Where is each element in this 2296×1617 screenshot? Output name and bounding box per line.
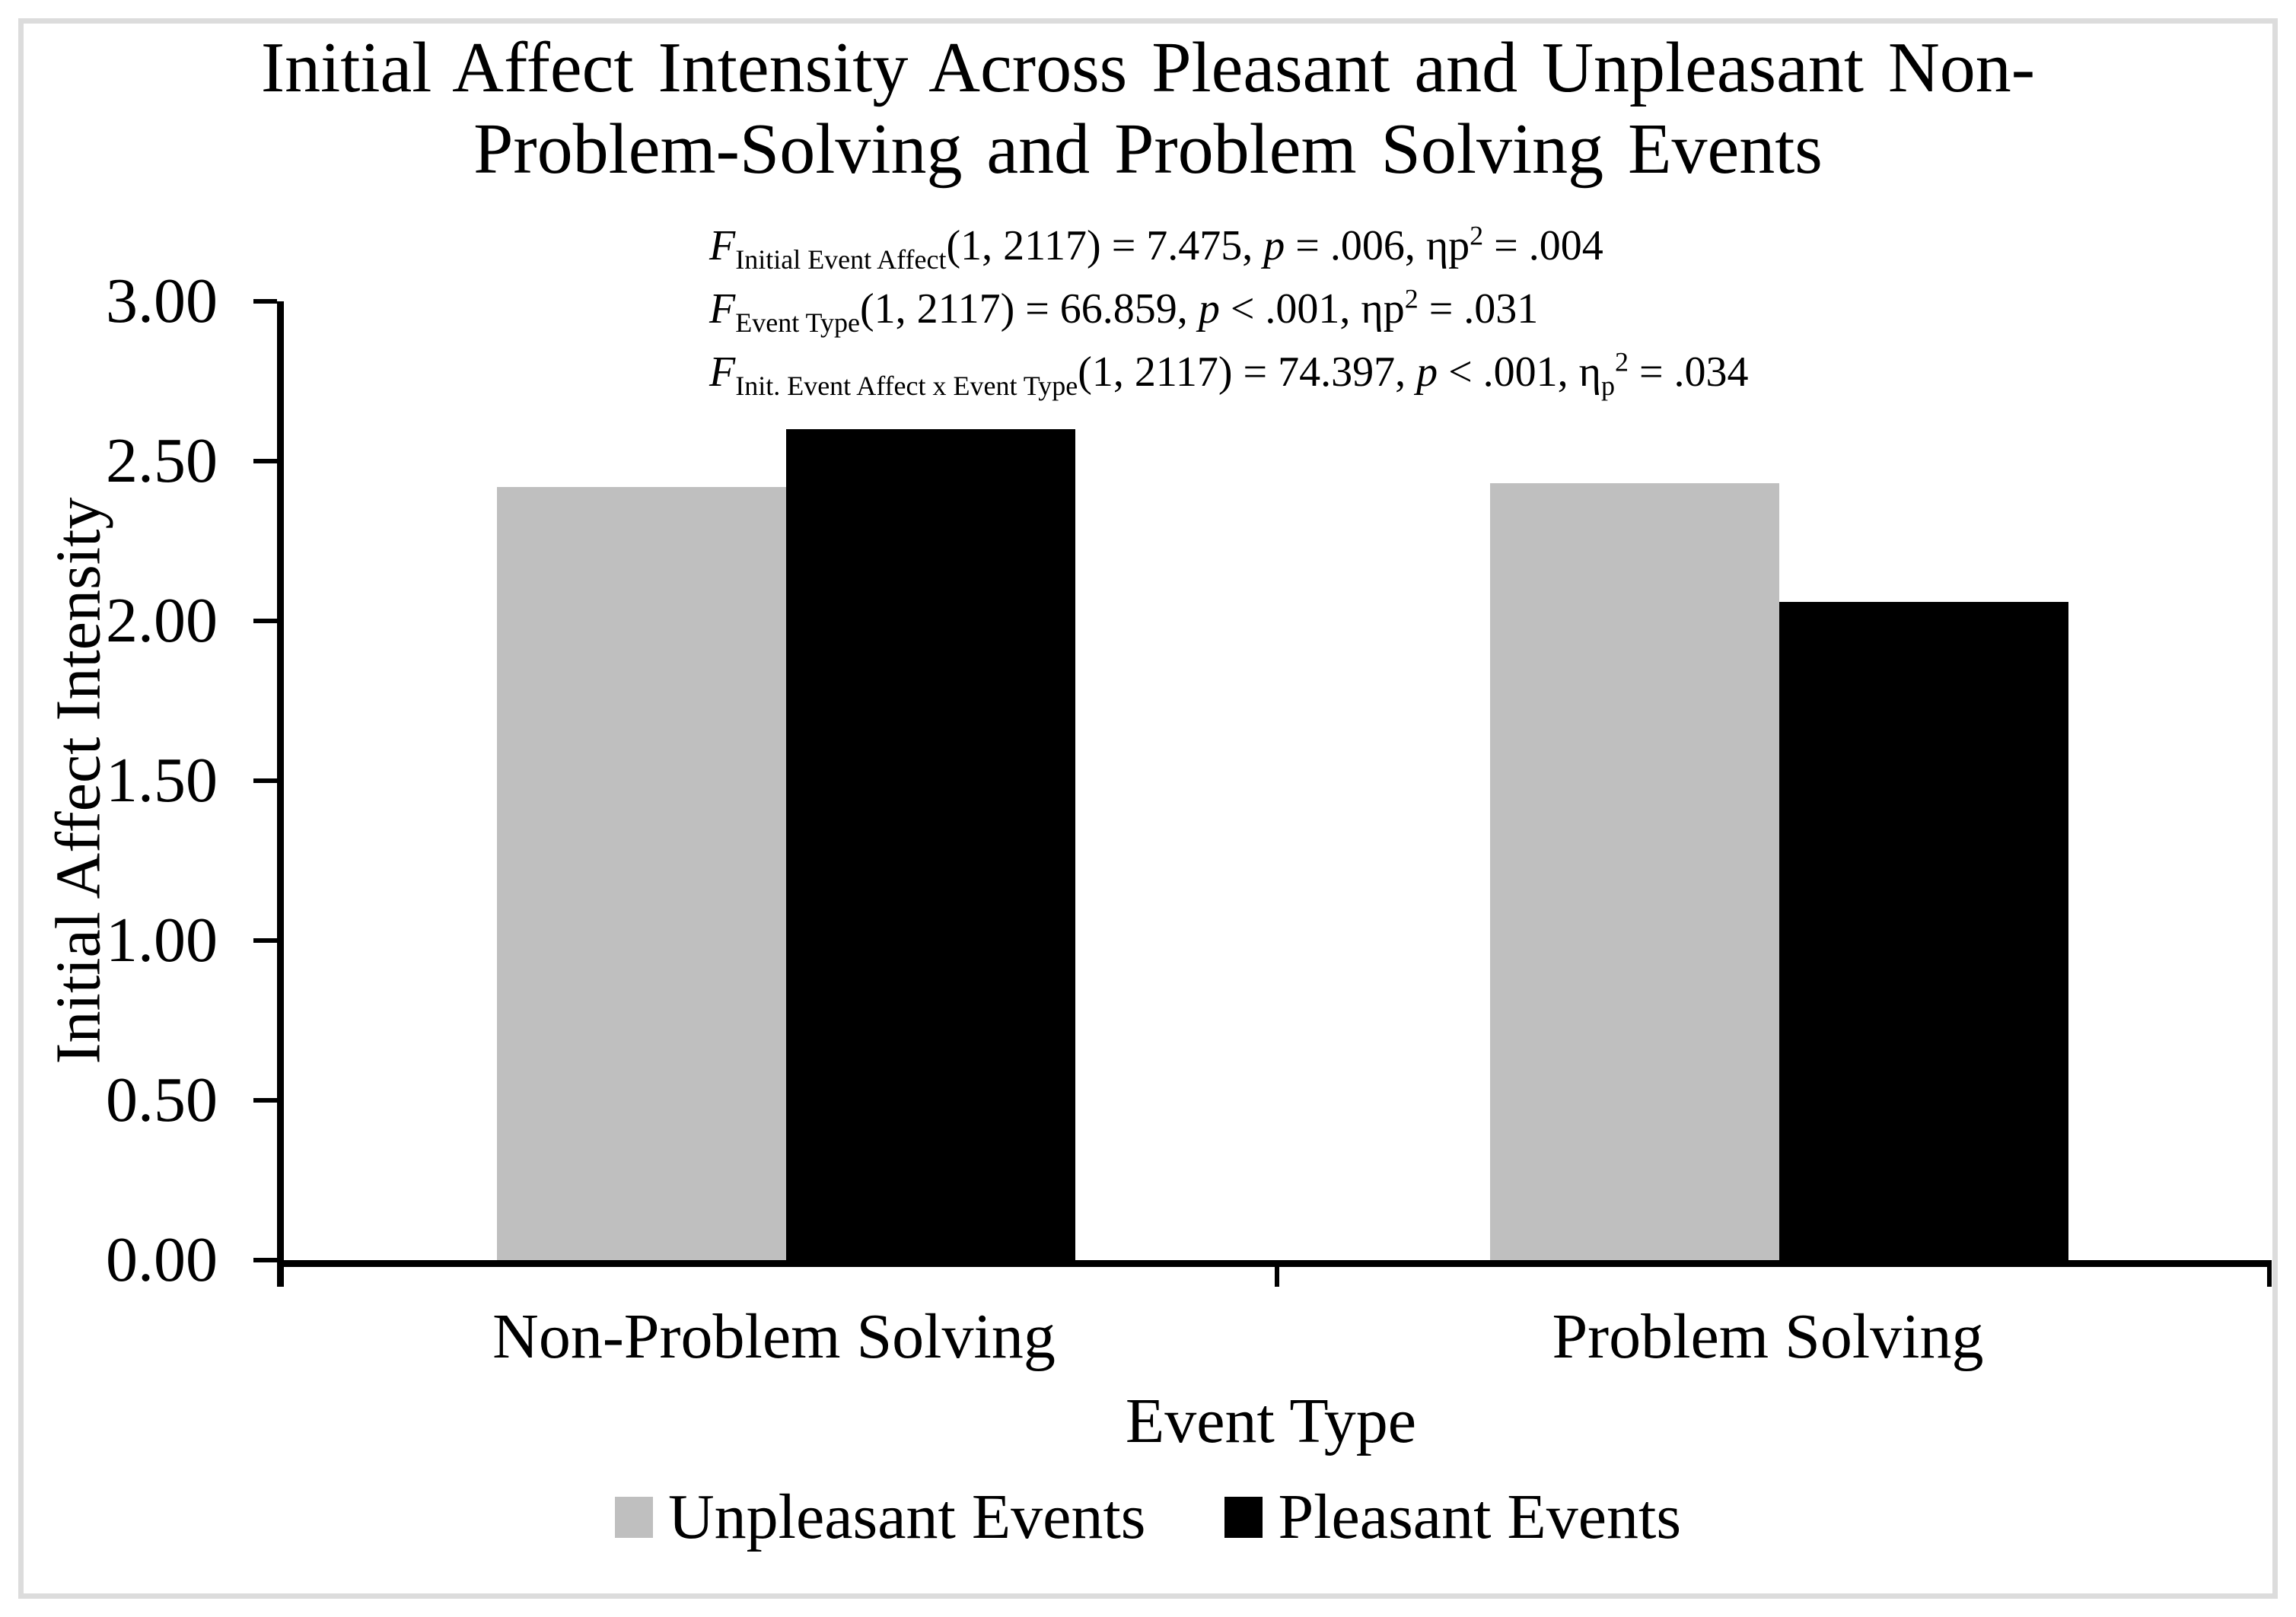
y-tick-mark: [253, 1258, 277, 1262]
stats-line-1: FInitial Event Affect(1, 2117) = 7.475, …: [709, 215, 1749, 278]
eta-superscript: 2: [1614, 346, 1629, 377]
eta-symbol: ηp: [1425, 222, 1470, 269]
y-tick-mark: [253, 1098, 277, 1103]
f-symbol: F: [709, 285, 736, 333]
eta-symbol: ηp: [1361, 285, 1405, 333]
x-axis-end-tick-right: [2267, 1267, 2272, 1287]
bar-pleasant-non-problem-solving: [786, 429, 1075, 1260]
y-tick-mark: [253, 619, 277, 623]
chart-title-line-2: Problem-Solving and Problem Solving Even…: [473, 110, 1823, 189]
y-tick-label-1.00: 1.00: [106, 905, 218, 976]
p-value: = .006,: [1285, 222, 1426, 269]
x-axis-title: Event Type: [1125, 1386, 1417, 1456]
eta-value: = .004: [1483, 222, 1603, 269]
stats-line-2: FEvent Type(1, 2117) = 66.859, p < .001,…: [709, 278, 1749, 341]
eta-value: = .034: [1628, 349, 1749, 396]
legend-item-pleasant-events: Pleasant Events: [1224, 1481, 1681, 1554]
chart-title: Initial Affect Intensity Across Pleasant…: [0, 27, 2296, 190]
f-subscript: Initial Event Affect: [735, 244, 947, 275]
y-tick-mark: [253, 459, 277, 463]
y-tick-label-0.50: 0.50: [106, 1065, 218, 1135]
f-subscript: Event Type: [735, 307, 860, 339]
stats-line-3: FInit. Event Affect x Event Type(1, 2117…: [709, 341, 1749, 404]
legend-label-pleasant-events: Pleasant Events: [1278, 1482, 1682, 1552]
f-subscript: Init. Event Affect x Event Type: [735, 371, 1078, 402]
p-value: < .001,: [1219, 285, 1361, 333]
eta-subscript: p: [1600, 371, 1615, 402]
legend: Unpleasant Events Pleasant Events: [0, 1481, 2296, 1554]
legend-item-unpleasant-events: Unpleasant Events: [614, 1481, 1146, 1554]
plot-area: [253, 299, 2272, 1287]
p-symbol: p: [1416, 349, 1438, 396]
y-tick-label-0.00: 0.00: [106, 1224, 218, 1295]
x-category-label-problem-solving: Problem Solving: [1552, 1301, 1984, 1372]
y-tick-label-2.50: 2.50: [106, 425, 218, 496]
eta-superscript: 2: [1404, 283, 1419, 314]
x-category-label-non-problem-solving: Non-Problem Solving: [492, 1301, 1056, 1372]
y-tick-label-2.00: 2.00: [106, 585, 218, 656]
legend-swatch-unpleasant-icon: [614, 1497, 653, 1538]
eta-symbol: η: [1578, 349, 1601, 396]
bar-pleasant-problem-solving: [1779, 601, 2068, 1260]
y-tick-label-3.00: 3.00: [106, 266, 218, 336]
legend-label-unpleasant-events: Unpleasant Events: [667, 1482, 1146, 1552]
bar-unpleasant-non-problem-solving: [497, 486, 786, 1260]
y-tick-mark: [253, 299, 277, 304]
bar-unpleasant-problem-solving: [1490, 483, 1779, 1260]
x-axis-end-tick-left: [277, 1267, 284, 1287]
chart-title-line-1: Initial Affect Intensity Across Pleasant…: [260, 28, 2036, 107]
f-statistic: (1, 2117) = 7.475,: [946, 222, 1264, 269]
legend-swatch-pleasant-icon: [1224, 1497, 1263, 1538]
p-value: < .001,: [1438, 349, 1579, 396]
y-tick-label-1.50: 1.50: [106, 745, 218, 816]
f-symbol: F: [709, 222, 736, 269]
f-statistic: (1, 2117) = 66.859,: [860, 285, 1199, 333]
p-symbol: p: [1263, 222, 1285, 269]
x-axis-category-tick: [1275, 1267, 1279, 1287]
eta-value: = .031: [1418, 285, 1539, 333]
f-statistic: (1, 2117) = 74.397,: [1078, 349, 1417, 396]
y-tick-mark: [253, 938, 277, 943]
y-tick-mark: [253, 778, 277, 783]
eta-superscript: 2: [1470, 220, 1484, 251]
f-symbol: F: [709, 349, 736, 396]
stats-annotation: FInitial Event Affect(1, 2117) = 7.475, …: [709, 215, 1749, 404]
p-symbol: p: [1198, 285, 1220, 333]
